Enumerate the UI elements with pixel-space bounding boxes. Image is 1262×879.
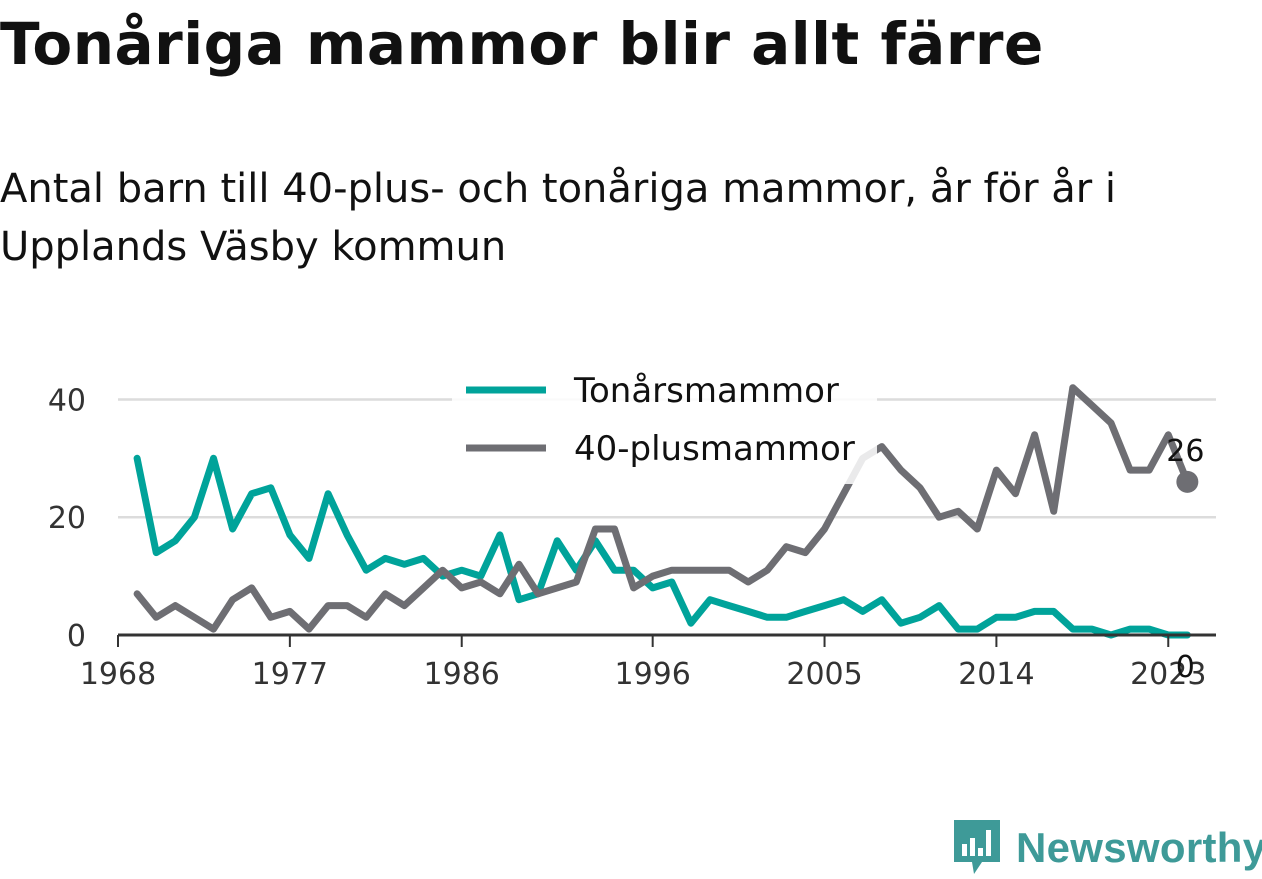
x-tick-label: 1977 — [252, 657, 328, 692]
end-point-40-plus — [1176, 470, 1199, 493]
x-tick-label: 2005 — [786, 657, 862, 692]
x-tick-label: 1968 — [80, 657, 156, 692]
end-label-40-plus: 26 — [1166, 434, 1204, 469]
legend-label-40-plus-mothers: 40-plusmammor — [574, 429, 855, 469]
series-line-40-plus-mothers — [133, 384, 1191, 633]
end-labels: 26 0 — [1166, 434, 1204, 685]
series-line-teenage-mothers — [133, 454, 1191, 639]
y-tick-label: 20 — [48, 501, 86, 536]
chart-subtitle: Antal barn till 40-plus- och tonåriga ma… — [0, 166, 1117, 270]
x-tick-label: 2023 — [1130, 657, 1206, 692]
legend: Tonårsmammor 40-plusmammor — [452, 366, 877, 484]
y-tick-label: 0 — [67, 619, 86, 654]
newsworthy-logo-icon — [954, 820, 1000, 874]
x-tick-label: 1986 — [424, 657, 500, 692]
legend-background — [452, 366, 877, 484]
newsworthy-logo: Newsworthy — [952, 818, 1262, 878]
x-axis: 1968 1977 1986 1996 2005 2014 2023 — [80, 633, 1216, 692]
chart-title: Tonåriga mammor blir allt färre — [0, 10, 1044, 78]
x-tick-label: 2014 — [958, 657, 1034, 692]
end-label-teenage: 0 — [1176, 650, 1195, 685]
x-tick-label: 1996 — [614, 657, 690, 692]
series-lines — [133, 384, 1191, 639]
y-axis: 0 20 40 — [48, 383, 86, 654]
brand-name: Newsworthy — [1016, 824, 1262, 871]
legend-label-teenage-mothers: Tonårsmammor — [573, 371, 839, 411]
y-tick-label: 40 — [48, 383, 86, 418]
line-chart: 1968 1977 1986 1996 2005 2014 2023 0 20 40 Tonår… — [48, 366, 1216, 692]
